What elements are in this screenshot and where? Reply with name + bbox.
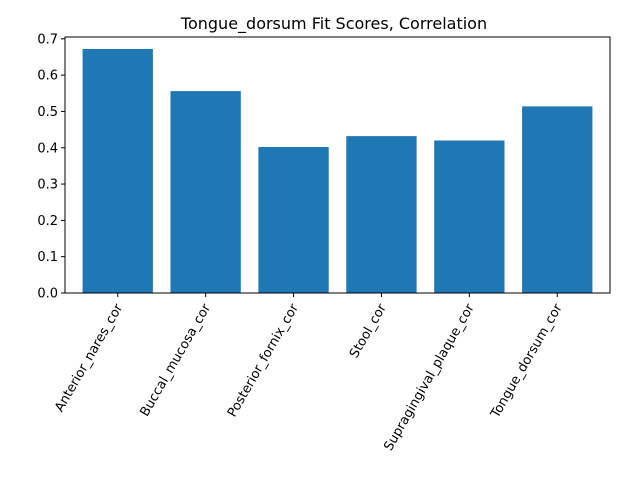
y-tick-label-0: 0.0 (37, 287, 58, 302)
x-tick-label-5: Tongue_dorsum_cor (488, 301, 566, 422)
y-tick-label-3: 0.3 (37, 178, 58, 193)
y-tick-label-7: 0.7 (37, 32, 58, 47)
bar-0 (82, 48, 153, 294)
chart-title: Tongue_dorsum Fit Scores, Correlation (180, 14, 487, 34)
x-tick-label-2: Posterior_fornix_cor (225, 301, 302, 420)
bar-3 (346, 136, 417, 293)
y-tick-label-4: 0.4 (37, 141, 58, 156)
x-axis: Anterior_nares_cor Buccal_mucosa_cor Poste… (52, 293, 566, 454)
y-tick-label-2: 0.2 (37, 214, 58, 229)
bar-1 (170, 91, 241, 293)
x-tick-label-4: Supragingival_plaque_cor (381, 301, 478, 454)
x-tick-label-1: Buccal_mucosa_cor (138, 301, 215, 419)
y-tick-label-1: 0.1 (37, 250, 58, 265)
y-tick-label-5: 0.5 (37, 105, 58, 120)
bars-group (82, 48, 593, 294)
bar-5 (522, 106, 593, 294)
x-tick-label-3: Stool_cor (347, 301, 390, 361)
bar-2 (258, 147, 329, 293)
bar-4 (434, 140, 505, 293)
y-axis: 0.0 0.1 0.2 0.3 0.4 0.5 0.6 0.7 (37, 32, 65, 302)
y-tick-label-6: 0.6 (37, 69, 58, 84)
axes-frame (64, 36, 611, 294)
x-tick-label-0: Anterior_nares_cor (52, 301, 126, 415)
